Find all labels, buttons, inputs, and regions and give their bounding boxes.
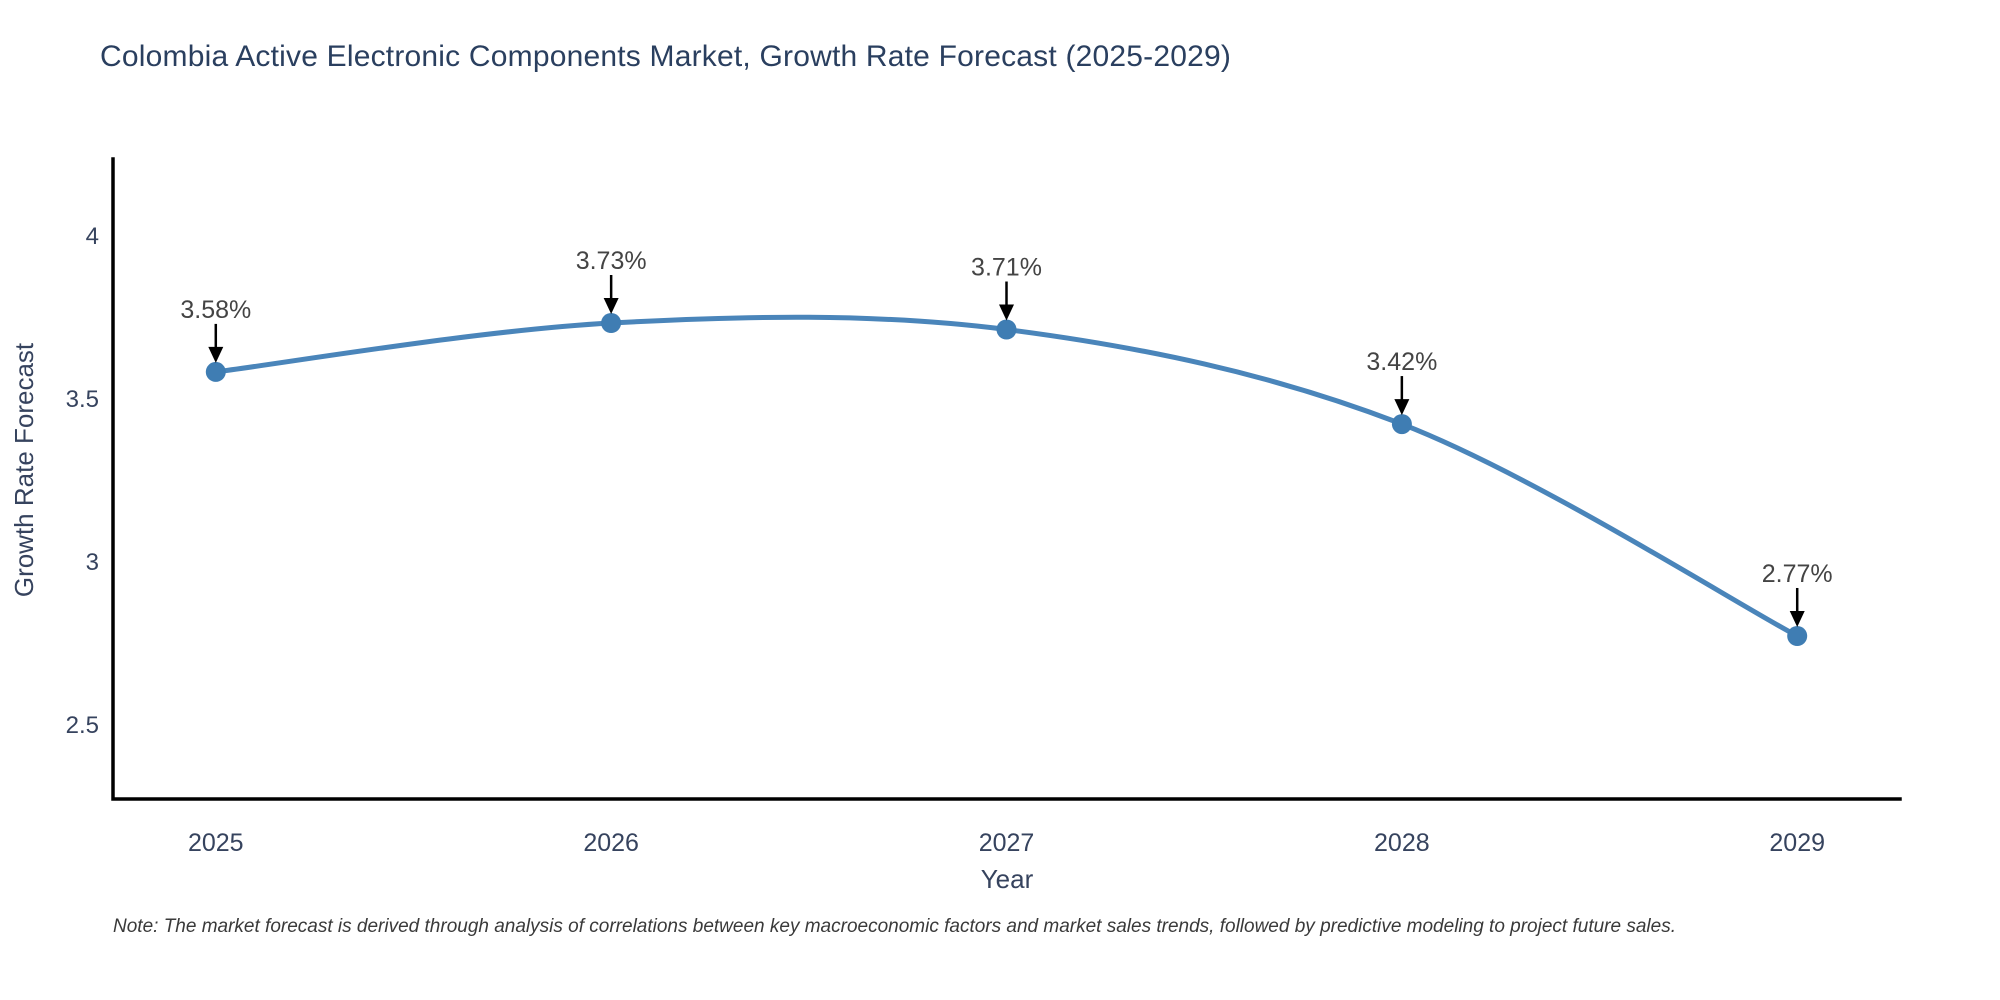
data-point-marker [205, 361, 226, 382]
y-tick-label: 4 [86, 223, 99, 250]
x-tick-label: 2029 [1769, 829, 1825, 857]
annotation: 3.42% [1366, 348, 1437, 416]
y-tick-label: 3 [86, 549, 99, 576]
annotation-label: 2.77% [1762, 560, 1833, 588]
annotation-label: 3.58% [180, 296, 251, 324]
axis-lines [111, 157, 1902, 801]
chart-title: Colombia Active Electronic Components Ma… [100, 40, 1232, 73]
data-point-marker [1787, 626, 1808, 646]
annotations: 3.58% 3.73% 3.71% 3.42% 2.77% [180, 247, 1833, 627]
annotation-arrowhead-icon [603, 297, 619, 314]
data-points [205, 313, 1808, 646]
data-point-marker [1391, 414, 1412, 435]
y-tick-label: 3.5 [66, 386, 99, 413]
annotation: 2.77% [1762, 560, 1833, 627]
annotation: 3.58% [180, 296, 251, 363]
data-point-marker [996, 319, 1017, 340]
annotation: 3.71% [971, 254, 1042, 321]
chart-footnote: Note: The market forecast is derived thr… [113, 916, 1676, 937]
x-tick-label: 2025 [188, 829, 244, 857]
annotation-arrowhead-icon [1789, 610, 1805, 627]
forecast-line [213, 314, 1800, 639]
y-tick-label: 2.5 [66, 712, 99, 739]
x-tick-label: 2027 [979, 829, 1035, 857]
x-axis-title: Year [981, 864, 1034, 894]
y-axis-title: Growth Rate Forecast [9, 342, 39, 597]
annotation-label: 3.71% [971, 254, 1042, 282]
annotation-label: 3.73% [576, 247, 647, 275]
annotation-arrowhead-icon [999, 304, 1014, 321]
x-tick-label: 2028 [1374, 829, 1430, 857]
annotation-label: 3.42% [1366, 348, 1437, 376]
y-tick-labels: 4 3.5 3 2.5 [66, 223, 99, 739]
annotation: 3.73% [576, 247, 647, 314]
data-point-marker [601, 313, 622, 333]
annotation-arrowhead-icon [208, 346, 224, 363]
x-tick-labels: 2025 2026 2027 2028 2029 [188, 829, 1825, 857]
x-tick-label: 2026 [583, 829, 639, 857]
annotation-arrowhead-icon [1394, 399, 1410, 416]
